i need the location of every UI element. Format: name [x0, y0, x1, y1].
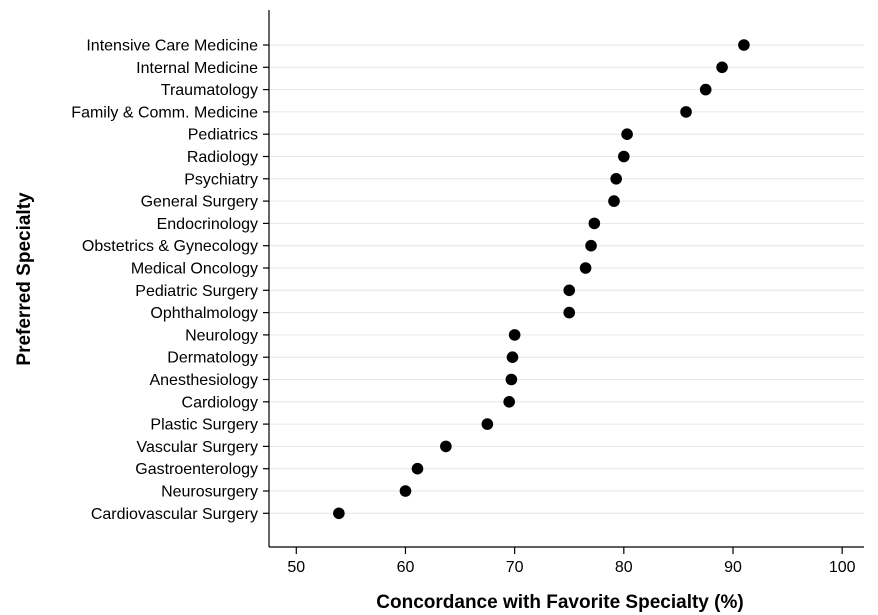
- category-label: Psychiatry: [184, 171, 258, 188]
- axes: [268, 10, 864, 548]
- category-label: Gastroenterology: [135, 461, 258, 478]
- x-tick-label: 50: [287, 559, 305, 576]
- category-label: Radiology: [187, 149, 258, 166]
- data-point: [333, 507, 345, 520]
- y-axis-title: Preferred Specialty: [14, 192, 35, 366]
- category-label: General Surgery: [141, 194, 258, 211]
- x-axis-title: Concordance with Favorite Specialty (%): [376, 592, 743, 613]
- data-point: [411, 462, 424, 475]
- data-points: [333, 39, 750, 520]
- x-tick-label: 80: [615, 559, 633, 576]
- data-point: [738, 39, 750, 51]
- data-point: [608, 195, 620, 207]
- x-ticks: 50 60 70 80 90 100: [287, 547, 856, 576]
- category-label: Obstetrics & Gynecology: [82, 238, 258, 255]
- category-label: Traumatology: [161, 82, 258, 99]
- category-label: Cardiology: [182, 394, 258, 411]
- category-label: Ophthalmology: [150, 305, 258, 322]
- data-point: [579, 262, 592, 274]
- data-point: [618, 150, 630, 163]
- data-point: [440, 440, 452, 453]
- data-point: [505, 373, 518, 386]
- data-point: [481, 418, 494, 430]
- x-tick-label: 60: [397, 559, 415, 576]
- y-ticks: Intensive Care Medicine Internal Medicine…: [71, 38, 269, 523]
- data-point: [716, 61, 728, 74]
- data-point: [503, 396, 515, 408]
- category-label: Family & Comm. Medicine: [71, 104, 258, 121]
- data-point: [506, 351, 519, 364]
- category-label: Intensive Care Medicine: [86, 38, 258, 55]
- category-label: Neurology: [185, 327, 258, 344]
- data-point: [508, 329, 521, 341]
- data-point: [610, 173, 622, 185]
- category-label: Vascular Surgery: [136, 439, 258, 456]
- category-label: Endocrinology: [157, 216, 258, 233]
- data-point: [563, 306, 576, 319]
- category-label: Pediatrics: [188, 127, 258, 144]
- category-label: Dermatology: [167, 350, 258, 367]
- category-label: Internal Medicine: [136, 60, 258, 77]
- x-tick-label: 90: [724, 559, 742, 576]
- gridlines: [269, 44, 864, 514]
- data-point: [699, 83, 712, 96]
- category-label: Pediatric Surgery: [135, 283, 258, 300]
- data-point: [680, 106, 692, 118]
- x-tick-label: 100: [829, 559, 856, 576]
- data-point: [399, 485, 412, 497]
- category-label: Neurosurgery: [161, 484, 258, 501]
- x-tick-label: 70: [506, 559, 524, 576]
- category-label: Anesthesiology: [149, 372, 258, 389]
- category-label: Plastic Surgery: [150, 417, 258, 434]
- data-point: [585, 239, 597, 252]
- data-point: [621, 128, 633, 140]
- category-label: Medical Oncology: [131, 261, 258, 278]
- data-point: [563, 284, 576, 297]
- category-label: Cardiovascular Surgery: [91, 506, 258, 523]
- data-point: [588, 217, 601, 230]
